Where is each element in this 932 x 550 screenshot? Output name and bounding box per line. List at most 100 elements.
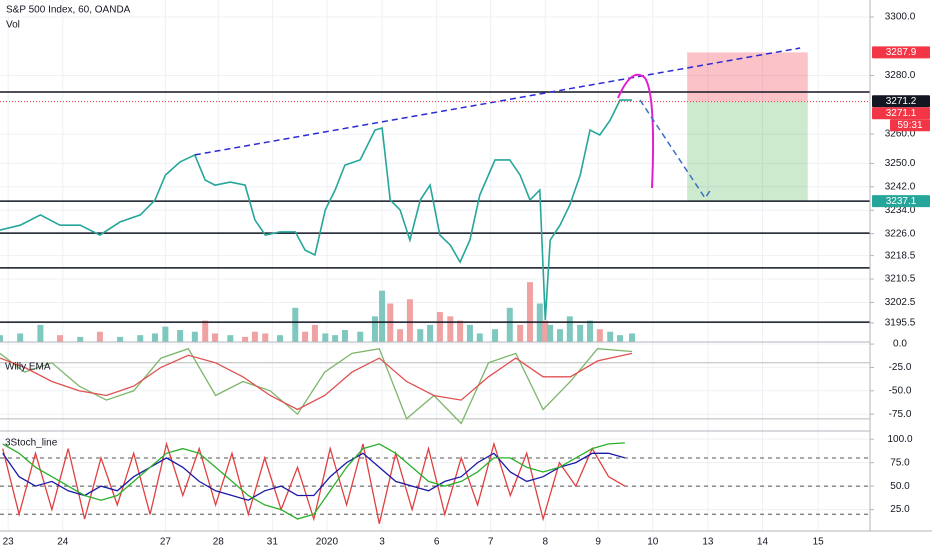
volume-bar — [152, 333, 159, 342]
volume-bar — [177, 330, 184, 342]
volume-bar — [302, 331, 309, 342]
countdown: 59:31 — [897, 120, 922, 131]
volume-bar — [371, 316, 378, 342]
volume-bar — [77, 336, 84, 342]
countdown-box — [890, 119, 930, 132]
x-tick-label: 23 — [3, 537, 15, 548]
y-tick-label: 3242.0 — [885, 181, 916, 192]
price-label: 3287.9 — [886, 47, 917, 58]
volume-bar — [162, 326, 169, 342]
volume-bar — [341, 330, 348, 342]
volume-bar — [397, 329, 404, 342]
volume-bar — [556, 329, 563, 342]
y-tick-label: 3260.0 — [885, 129, 916, 140]
volume-bar — [587, 320, 594, 342]
price-label-box — [872, 95, 930, 108]
volume-bar — [436, 312, 443, 342]
volume-bar — [526, 282, 533, 342]
volume-bar — [37, 324, 44, 342]
y-tick-label: 3226.0 — [885, 228, 916, 239]
x-tick-label: 13 — [702, 537, 714, 548]
volume-bar — [447, 316, 454, 342]
volume-bar — [357, 331, 364, 342]
x-tick-label: 6 — [434, 537, 440, 548]
volume-bar — [617, 335, 624, 342]
y-tick-label: -25.0 — [889, 362, 912, 373]
price-label: 3271.1 — [886, 108, 917, 119]
price-label-box — [872, 107, 930, 120]
volume-bar — [457, 320, 464, 342]
x-tick-label: 27 — [160, 537, 172, 548]
y-tick-label: 3202.5 — [885, 297, 916, 308]
x-tick-label: 7 — [488, 537, 494, 548]
y-tick-label: 100.0 — [887, 434, 912, 445]
chart-title: S&P 500 Index, 60, OANDA — [6, 5, 131, 16]
volume-bar — [57, 335, 64, 342]
x-tick-label: 3 — [379, 537, 385, 548]
volume-title: Vol — [6, 20, 20, 31]
volume-bar — [506, 307, 513, 342]
volume-bar — [517, 324, 524, 342]
volume-bar — [311, 324, 318, 342]
volume-bar — [276, 335, 283, 342]
volume-bar — [0, 335, 3, 342]
volume-bar — [577, 324, 584, 342]
volume-bar — [466, 324, 473, 342]
panel-title: Willy EMA — [5, 362, 51, 373]
volume-bar — [547, 324, 554, 342]
x-tick-label: 8 — [542, 537, 548, 548]
y-tick-label: 3195.5 — [885, 318, 916, 329]
series-line — [2, 441, 626, 524]
volume-bar — [251, 331, 258, 342]
volume-bar — [322, 333, 329, 342]
volume-bar — [596, 329, 603, 342]
trend-line — [194, 47, 801, 156]
volume-bar — [137, 335, 144, 342]
stop-zone — [687, 52, 808, 102]
volume-bar — [332, 335, 339, 342]
volume-bar — [379, 290, 386, 342]
volume-bar — [212, 333, 219, 342]
projection-curve — [617, 73, 655, 189]
price-label: 3237.1 — [886, 196, 917, 207]
price-label-box — [872, 46, 930, 59]
projection-path — [639, 99, 713, 200]
price-label: 3271.2 — [886, 96, 917, 107]
x-tick-label: 31 — [267, 537, 279, 548]
x-tick-label: 24 — [57, 537, 69, 548]
price-label-box — [872, 195, 930, 208]
y-tick-label: -75.0 — [889, 409, 912, 420]
volume-bar — [117, 336, 124, 342]
x-tick-label: 2020 — [316, 537, 339, 548]
y-tick-label: 3280.0 — [885, 70, 916, 81]
y-tick-label: 3218.5 — [885, 250, 916, 261]
y-tick-label: 0.0 — [893, 339, 907, 350]
volume-bar — [191, 331, 198, 342]
volume-bar — [406, 299, 413, 342]
volume-bar — [227, 335, 234, 342]
series-line — [2, 452, 626, 501]
series-line — [2, 442, 625, 520]
x-tick-label: 10 — [647, 537, 659, 548]
volume-bar — [607, 331, 614, 342]
y-tick-label: 75.0 — [890, 457, 910, 468]
volume-bar — [292, 307, 299, 342]
x-tick-label: 9 — [595, 537, 601, 548]
volume-bar — [492, 329, 499, 342]
y-tick-label: 3250.0 — [885, 158, 916, 169]
y-tick-label: 3210.5 — [885, 274, 916, 285]
volume-bar — [242, 336, 249, 342]
volume-bar — [262, 333, 269, 342]
y-tick-label: 3234.0 — [885, 205, 916, 216]
x-tick-label: 28 — [213, 537, 225, 548]
volume-bar — [566, 316, 573, 342]
y-tick-label: 3300.0 — [885, 12, 916, 23]
x-tick-label: 14 — [757, 537, 769, 548]
panel-title: 3Stoch_line — [5, 438, 58, 449]
y-tick-label: 25.0 — [890, 504, 910, 515]
volume-bar — [629, 333, 636, 342]
target-zone — [687, 101, 808, 202]
plot-layer — [0, 0, 870, 531]
